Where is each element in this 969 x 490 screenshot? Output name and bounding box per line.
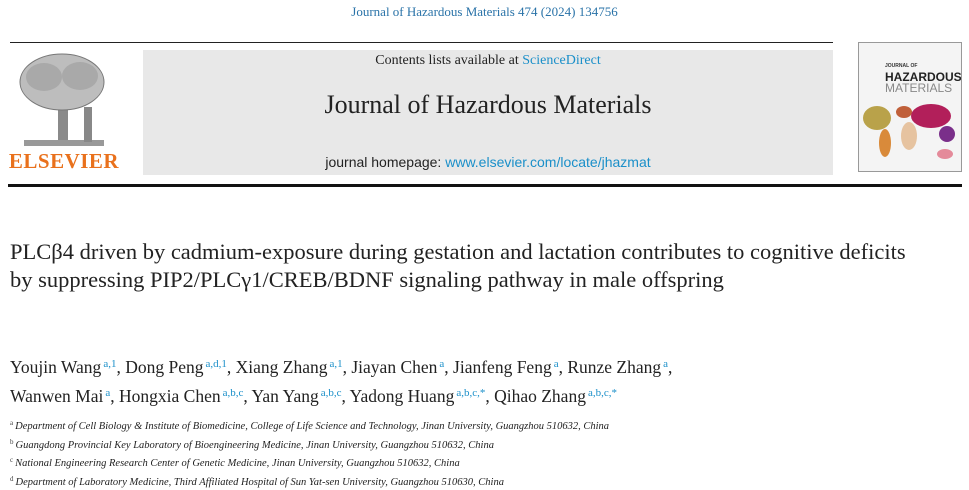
journal-banner: Contents lists available at ScienceDirec… xyxy=(143,50,833,175)
affiliation-text: Guangdong Provincial Key Laboratory of B… xyxy=(16,440,494,451)
author-name: Jianfeng Feng xyxy=(453,357,552,377)
affiliation-key: a xyxy=(10,419,13,427)
journal-cover[interactable]: JOURNAL OF HAZARDOUS MATERIALS xyxy=(858,42,962,172)
world-map-image xyxy=(859,98,962,168)
author-name: Yadong Huang xyxy=(350,386,455,406)
elsevier-logo[interactable]: ELSEVIER xyxy=(8,52,120,174)
affiliation-text: National Engineering Research Center of … xyxy=(15,458,460,469)
journal-citation[interactable]: Journal of Hazardous Materials 474 (2024… xyxy=(0,4,969,20)
affiliation-text: Department of Cell Biology & Institute o… xyxy=(15,421,609,432)
author-affiliation-marks[interactable]: a,d,1 xyxy=(205,358,226,370)
author-affiliation-marks[interactable]: a,1 xyxy=(103,358,116,370)
author-name: Dong Peng xyxy=(125,357,203,377)
homepage-prefix: journal homepage: xyxy=(325,154,445,170)
divider xyxy=(10,42,833,43)
author-affiliation-marks[interactable]: a xyxy=(554,358,559,370)
author-affiliation-marks[interactable]: a xyxy=(663,358,668,370)
contents-line: Contents lists available at ScienceDirec… xyxy=(143,53,833,69)
author-name: Youjin Wang xyxy=(10,357,101,377)
author-affiliation-marks[interactable]: a,b,c,* xyxy=(588,387,617,399)
journal-title: Journal of Hazardous Materials xyxy=(143,90,833,120)
homepage-line: journal homepage: www.elsevier.com/locat… xyxy=(143,154,833,170)
homepage-link[interactable]: www.elsevier.com/locate/jhazmat xyxy=(445,154,650,170)
author-affiliation-marks[interactable]: a,b,c xyxy=(321,387,342,399)
author-affiliation-marks[interactable]: a xyxy=(439,358,444,370)
header-rule xyxy=(8,184,962,187)
contents-prefix: Contents lists available at xyxy=(375,53,522,68)
affiliation-key: c xyxy=(10,456,13,464)
author-name: Hongxia Chen xyxy=(119,386,221,406)
elsevier-wordmark: ELSEVIER xyxy=(8,149,120,174)
author-name: Yan Yang xyxy=(251,386,318,406)
author-affiliation-marks[interactable]: a,b,c,* xyxy=(456,387,485,399)
sciencedirect-link[interactable]: ScienceDirect xyxy=(522,53,601,68)
affiliation-key: d xyxy=(10,475,14,483)
cover-title: JOURNAL OF HAZARDOUS MATERIALS xyxy=(885,61,962,94)
cover-line3: MATERIALS xyxy=(885,83,962,94)
article-title: PLCβ4 driven by cadmium-exposure during … xyxy=(10,238,910,294)
author-affiliation-marks[interactable]: a,1 xyxy=(329,358,342,370)
author-name: Wanwen Mai xyxy=(10,386,103,406)
author-affiliation-marks[interactable]: a,b,c xyxy=(223,387,244,399)
affiliation-text: Department of Laboratory Medicine, Third… xyxy=(16,477,504,488)
author-name: Qihao Zhang xyxy=(494,386,586,406)
author-affiliation-marks[interactable]: a xyxy=(105,387,110,399)
author-name: Runze Zhang xyxy=(567,357,661,377)
affiliation-key: b xyxy=(10,438,14,446)
author-name: Jiayan Chen xyxy=(351,357,437,377)
author-name: Xiang Zhang xyxy=(236,357,328,377)
tree-logo-icon xyxy=(14,52,114,148)
